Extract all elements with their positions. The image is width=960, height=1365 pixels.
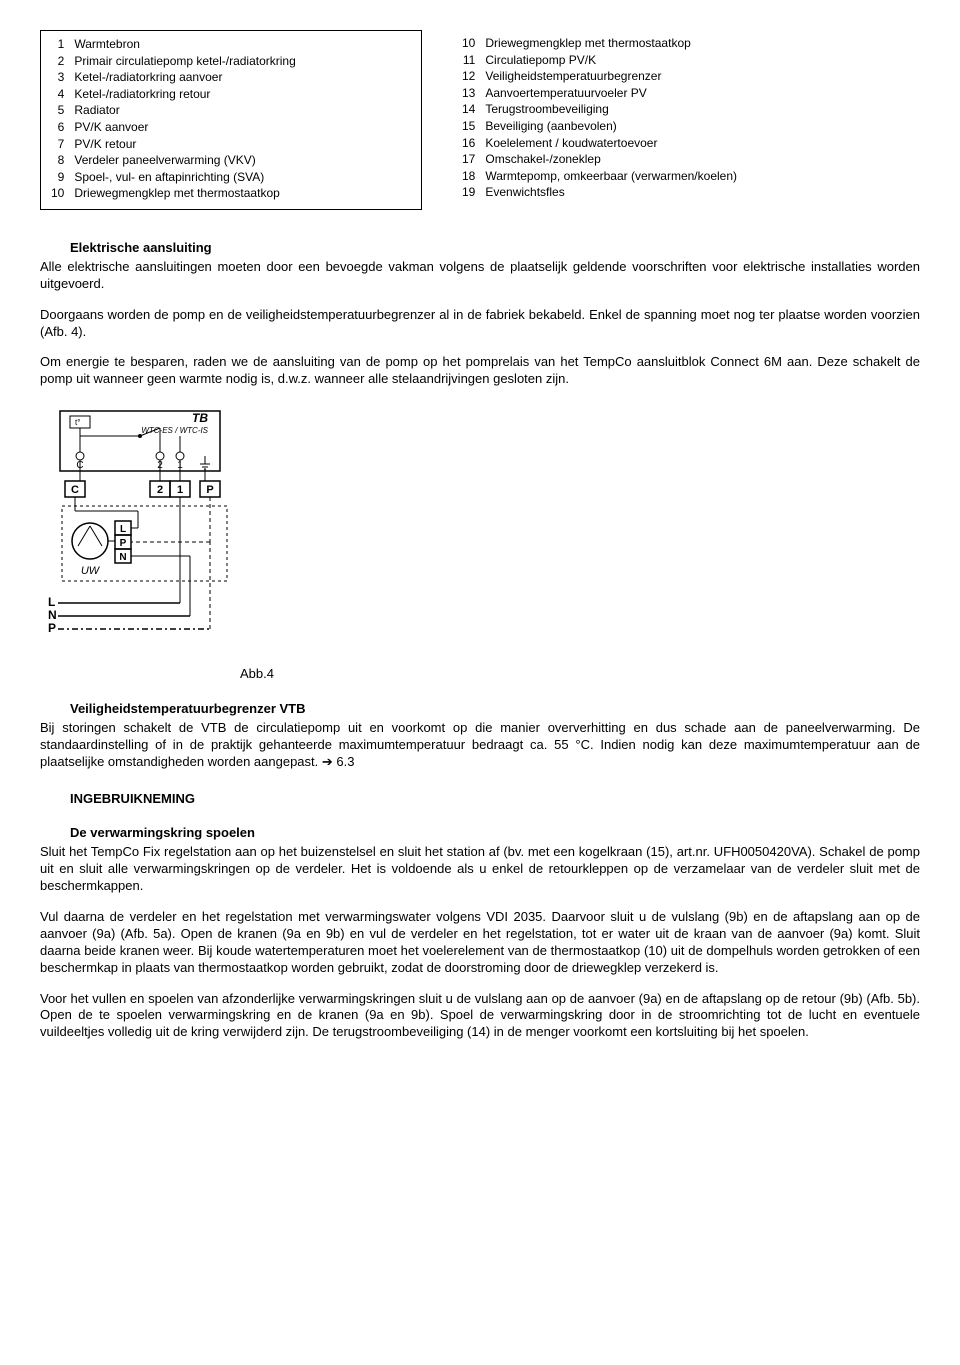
legend-text: PV/K retour (74, 137, 301, 154)
legend-text: Warmtebron (74, 37, 301, 54)
legend-num: 3 (51, 70, 74, 87)
figure-4-caption: Abb.4 (240, 666, 920, 683)
legend-left-box: 1Warmtebron2Primair circulatiepomp ketel… (40, 30, 422, 210)
paragraph-4: Bij storingen schakelt de VTB de circula… (40, 720, 920, 771)
legend-num: 2 (51, 54, 74, 71)
legend-text: Driewegmengklep met thermostaatkop (485, 36, 743, 53)
legend-num: 4 (51, 87, 74, 104)
svg-text:P: P (206, 484, 213, 496)
paragraph-3: Om energie te besparen, raden we de aans… (40, 354, 920, 388)
paragraph-5: Sluit het TempCo Fix regelstation aan op… (40, 844, 920, 895)
legend-num: 9 (51, 170, 74, 187)
legend-num: 18 (462, 169, 485, 186)
legend-num: 6 (51, 120, 74, 137)
legend-text: Verdeler paneelverwarming (VKV) (74, 153, 301, 170)
legend-text: Koelelement / koudwatertoevoer (485, 136, 743, 153)
paragraph-2: Doorgaans worden de pomp en de veilighei… (40, 307, 920, 341)
legend-num: 12 (462, 69, 485, 86)
legend-text: Evenwichtsfles (485, 185, 743, 202)
legend-right-box: 10Driewegmengklep met thermostaatkop11Ci… (452, 30, 753, 210)
legend-text: Driewegmengklep met thermostaatkop (74, 186, 301, 203)
wiring-diagram: TB WTC-ES / WTC-IS t° C 2 1 C 2 1 P UW L… (40, 406, 920, 661)
legend-num: 1 (51, 37, 74, 54)
legend-num: 10 (51, 186, 74, 203)
heading-spoelen: De verwarmingskring spoelen (70, 825, 920, 842)
legend-text: Primair circulatiepomp ketel-/radiatorkr… (74, 54, 301, 71)
legend-text: PV/K aanvoer (74, 120, 301, 137)
legend-text: Ketel-/radiatorkring retour (74, 87, 301, 104)
svg-text:L: L (48, 595, 55, 609)
legend-row: 1Warmtebron2Primair circulatiepomp ketel… (40, 30, 920, 210)
legend-text: Warmtepomp, omkeerbaar (verwarmen/koelen… (485, 169, 743, 186)
legend-text: Aanvoertemperatuurvoeler PV (485, 86, 743, 103)
legend-text: Ketel-/radiatorkring aanvoer (74, 70, 301, 87)
svg-text:C: C (71, 484, 79, 496)
svg-text:P: P (120, 538, 127, 549)
svg-text:1: 1 (177, 484, 183, 496)
paragraph-7: Voor het vullen en spoelen van afzonderl… (40, 991, 920, 1042)
svg-text:L: L (120, 524, 126, 535)
heading-vtb: Veiligheidstemperatuurbegrenzer VTB (70, 701, 920, 718)
legend-num: 11 (462, 53, 485, 70)
legend-num: 13 (462, 86, 485, 103)
legend-num: 8 (51, 153, 74, 170)
legend-text: Beveiliging (aanbevolen) (485, 119, 743, 136)
legend-num: 15 (462, 119, 485, 136)
svg-text:t°: t° (75, 418, 80, 427)
legend-num: 19 (462, 185, 485, 202)
svg-text:N: N (48, 608, 57, 622)
svg-text:N: N (119, 552, 126, 563)
legend-num: 17 (462, 152, 485, 169)
svg-text:2: 2 (157, 484, 163, 496)
paragraph-6: Vul daarna de verdeler en het regelstati… (40, 909, 920, 977)
legend-num: 5 (51, 103, 74, 120)
legend-text: Radiator (74, 103, 301, 120)
legend-num: 14 (462, 102, 485, 119)
tb-sub: WTC-ES / WTC-IS (141, 426, 208, 435)
legend-text: Circulatiepomp PV/K (485, 53, 743, 70)
tb-label: TB (192, 411, 208, 425)
legend-text: Veiligheidstemperatuurbegrenzer (485, 69, 743, 86)
legend-num: 10 (462, 36, 485, 53)
svg-text:UW: UW (81, 565, 101, 577)
heading-ingebruikneming: INGEBRUIKNEMING (70, 791, 920, 808)
legend-text: Spoel-, vul- en aftapinrichting (SVA) (74, 170, 301, 187)
legend-num: 7 (51, 137, 74, 154)
svg-text:P: P (48, 621, 56, 635)
legend-text: Terugstroombeveiliging (485, 102, 743, 119)
heading-elektrische: Elektrische aansluiting (70, 240, 920, 257)
legend-text: Omschakel-/zoneklep (485, 152, 743, 169)
paragraph-1: Alle elektrische aansluitingen moeten do… (40, 259, 920, 293)
legend-num: 16 (462, 136, 485, 153)
